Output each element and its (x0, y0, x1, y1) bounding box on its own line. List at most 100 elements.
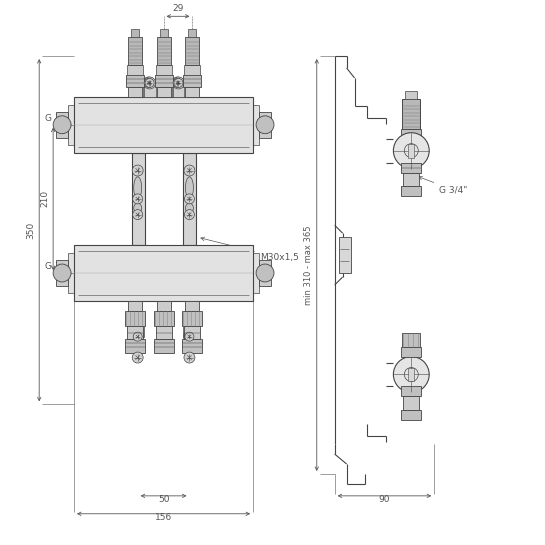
Text: min 310 - max 365: min 310 - max 365 (304, 225, 313, 305)
Bar (128, 37, 142, 65)
Circle shape (184, 210, 195, 220)
Bar (184, 326, 201, 338)
Bar (156, 326, 172, 338)
Circle shape (184, 352, 195, 363)
Text: 29: 29 (172, 4, 184, 13)
Circle shape (133, 194, 143, 204)
Bar (56, 112, 68, 138)
Bar (143, 83, 155, 97)
Bar (185, 37, 199, 65)
Text: G 1": G 1" (45, 262, 65, 271)
Circle shape (144, 77, 156, 89)
Bar (126, 75, 144, 87)
Bar (160, 29, 167, 37)
Bar (183, 311, 202, 326)
Bar (408, 144, 414, 158)
Circle shape (256, 264, 274, 282)
Circle shape (173, 77, 184, 89)
Bar (156, 87, 171, 97)
Text: G 3/4": G 3/4" (419, 177, 468, 195)
Ellipse shape (185, 177, 193, 199)
Bar (408, 367, 414, 382)
Circle shape (172, 77, 184, 89)
Bar (253, 105, 259, 144)
Bar (338, 237, 350, 273)
Ellipse shape (134, 177, 142, 199)
Circle shape (132, 331, 144, 343)
Bar (172, 83, 184, 97)
Bar (185, 87, 199, 97)
Ellipse shape (185, 203, 193, 213)
Circle shape (144, 78, 153, 87)
Bar (184, 75, 201, 87)
Bar (401, 347, 421, 356)
Circle shape (53, 264, 71, 282)
Ellipse shape (134, 203, 142, 213)
Bar (132, 323, 144, 337)
Circle shape (184, 194, 195, 204)
Bar (155, 75, 173, 87)
Bar (156, 301, 171, 311)
Bar (185, 301, 199, 311)
Text: 156: 156 (155, 513, 172, 522)
Bar (125, 338, 144, 353)
Bar (128, 87, 142, 97)
Bar (74, 245, 253, 301)
Circle shape (185, 332, 194, 341)
Circle shape (174, 78, 183, 87)
Circle shape (173, 78, 182, 87)
Circle shape (53, 116, 71, 134)
Text: 350: 350 (26, 222, 35, 239)
Bar (56, 260, 68, 286)
Bar (68, 105, 74, 144)
Bar (128, 301, 142, 311)
Bar (154, 338, 173, 353)
Bar (154, 311, 173, 326)
Bar (401, 186, 421, 196)
Bar (253, 253, 259, 293)
Bar (127, 65, 143, 75)
Bar (131, 29, 138, 37)
Bar (402, 99, 420, 129)
Text: 90: 90 (379, 495, 390, 504)
Bar (259, 260, 271, 286)
Circle shape (393, 133, 429, 168)
Bar (403, 173, 419, 186)
Bar (401, 386, 421, 396)
Circle shape (132, 352, 143, 363)
Bar (127, 326, 143, 338)
Circle shape (143, 77, 155, 89)
Text: M30x1,5: M30x1,5 (201, 237, 299, 262)
Bar (401, 129, 421, 138)
Bar (173, 83, 184, 97)
Bar (401, 410, 421, 420)
Bar (259, 112, 271, 138)
Bar (183, 338, 202, 353)
Bar (405, 91, 417, 99)
Circle shape (184, 165, 195, 176)
Circle shape (133, 332, 142, 341)
Bar (132, 153, 144, 245)
Text: 50: 50 (158, 495, 169, 504)
Circle shape (256, 116, 274, 134)
Circle shape (133, 210, 143, 220)
Bar (68, 253, 74, 293)
Bar (184, 153, 196, 245)
Bar (189, 29, 196, 37)
Text: G 1": G 1" (45, 114, 65, 123)
Circle shape (132, 165, 143, 176)
Bar (144, 83, 156, 97)
Circle shape (145, 78, 154, 87)
Bar (403, 396, 419, 410)
Text: 210: 210 (40, 190, 49, 208)
Bar (125, 311, 144, 326)
Bar (401, 162, 421, 173)
Circle shape (184, 331, 196, 343)
Bar (74, 97, 253, 153)
Bar (402, 332, 420, 347)
Circle shape (393, 356, 429, 392)
Bar (184, 323, 196, 337)
Bar (156, 65, 172, 75)
Bar (184, 65, 201, 75)
Bar (156, 37, 171, 65)
